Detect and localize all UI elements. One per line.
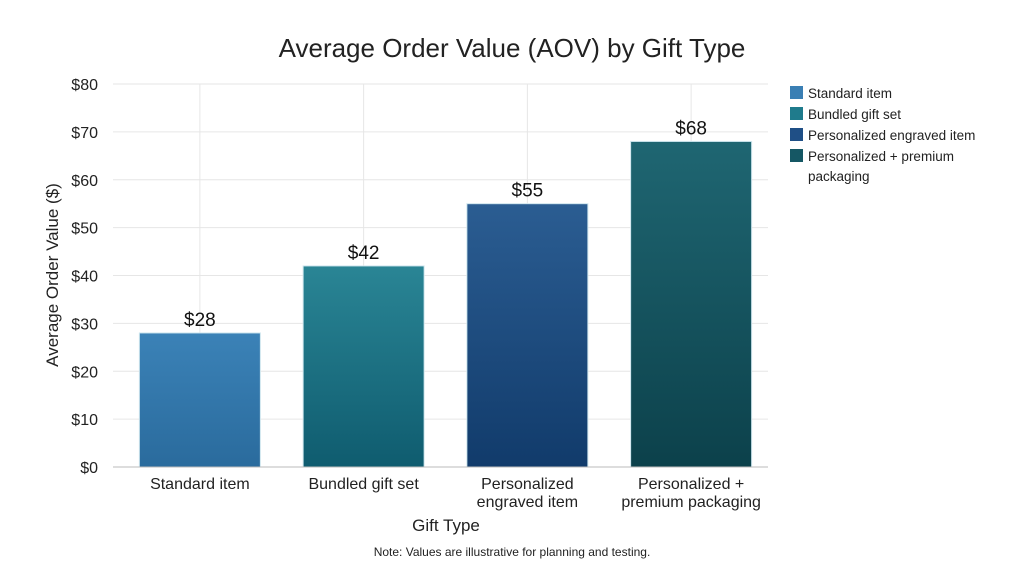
y-tick-label: $80 (71, 77, 98, 94)
bar (138, 332, 261, 468)
x-tick-label: Bundled gift set (308, 476, 419, 493)
y-axis-ticks: $0 $10 $20 $30 $40 $50 $60 $70 $80 (71, 77, 98, 477)
y-tick-label: $30 (71, 316, 98, 333)
y-tick-label: $0 (80, 460, 98, 477)
y-axis-label: Average Order Value ($) (43, 183, 62, 367)
x-tick-label: Standard item (150, 476, 250, 493)
legend-swatch (790, 107, 803, 120)
x-tick-label: engraved item (477, 494, 578, 511)
legend-swatch (790, 128, 803, 141)
data-label: $55 (512, 181, 544, 202)
chart-note: Note: Values are illustrative for planni… (374, 545, 651, 559)
y-tick-label: $40 (71, 269, 98, 286)
x-tick-label: Personalized + (638, 476, 744, 493)
bars: $28 $42 $55 $68 (138, 118, 753, 468)
legend-label: Personalized + premium (808, 149, 954, 164)
y-tick-label: $20 (71, 364, 98, 381)
legend-label: Bundled gift set (808, 107, 901, 122)
y-tick-label: $50 (71, 221, 98, 238)
legend: Standard item Bundled gift set Personalize… (790, 86, 975, 184)
y-tick-label: $70 (71, 125, 98, 142)
x-axis-label: Gift Type (412, 516, 480, 535)
chart-title: Average Order Value (AOV) by Gift Type (279, 33, 746, 63)
y-tick-label: $60 (71, 173, 98, 190)
data-label: $42 (348, 243, 380, 264)
data-label: $28 (184, 310, 216, 331)
legend-swatch (790, 86, 803, 99)
data-label: $68 (675, 118, 707, 139)
x-tick-label: Personalized (481, 476, 574, 493)
y-tick-label: $10 (71, 412, 98, 429)
legend-swatch (790, 149, 803, 162)
x-tick-label: premium packaging (621, 494, 761, 511)
bar (630, 140, 753, 468)
legend-label: Standard item (808, 86, 892, 101)
bar (466, 203, 589, 468)
legend-label: packaging (808, 169, 870, 184)
bar (302, 265, 425, 468)
x-axis-ticks: Standard item Bundled gift set Personalize… (150, 476, 761, 511)
legend-label: Personalized engraved item (808, 128, 975, 143)
